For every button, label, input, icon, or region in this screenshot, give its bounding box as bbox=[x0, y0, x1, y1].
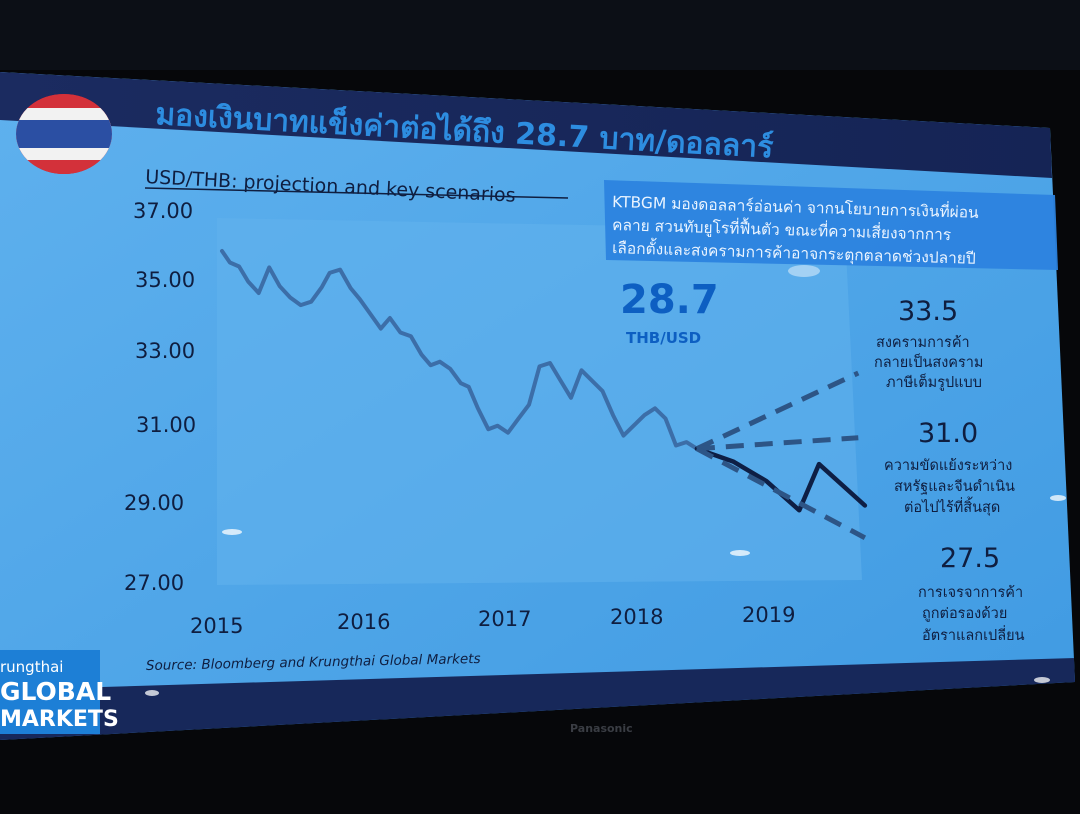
scenario-desc: การเจรจาการค้า bbox=[918, 584, 1023, 601]
logo-line: rungthai bbox=[0, 658, 63, 676]
subtitle-underline bbox=[144, 187, 569, 199]
source-note: Source: Bloomberg and Krungthai Global M… bbox=[146, 651, 481, 674]
x-axis-tick-labels: 2015 2016 2017 2018 2019 bbox=[190, 603, 795, 638]
y-tick-label: 37.00 bbox=[133, 199, 193, 223]
scenario-low-label: 27.5 การเจรจาการค้า ถูกต่อรองด้วย อัตราแ… bbox=[918, 543, 1025, 644]
y-tick-label: 33.00 bbox=[135, 339, 195, 363]
scenario-value: 27.5 bbox=[940, 543, 1000, 574]
scenario-desc: ต่อไปไร้ที่สิ้นสุด bbox=[904, 496, 1000, 516]
x-tick-label: 2016 bbox=[337, 610, 390, 634]
scenario-mid-label: 31.0 ความขัดแย้งระหว่าง สหรัฐและจีนดำเนิ… bbox=[884, 418, 1015, 516]
y-axis-tick-labels: 37.00 35.00 33.00 31.00 29.00 27.00 bbox=[124, 199, 196, 595]
scenario-value: 31.0 bbox=[918, 418, 978, 449]
y-tick-label: 31.00 bbox=[136, 413, 196, 437]
scenario-desc: ภาษีเต็มรูปแบบ bbox=[886, 372, 982, 391]
chart-series bbox=[220, 249, 868, 541]
y-tick-label: 35.00 bbox=[135, 268, 195, 292]
slide bbox=[0, 72, 1075, 740]
callout-box: KTBGM มองดอลลาร์อ่อนค่า จากนโยบายการเงิน… bbox=[604, 180, 1058, 270]
series-scenario-low bbox=[695, 446, 867, 541]
ceiling bbox=[0, 0, 1080, 70]
krungthai-global-markets-logo: rungthai GLOBAL MARKETS bbox=[0, 650, 119, 734]
thai-flag-icon bbox=[16, 94, 112, 174]
logo-line: MARKETS bbox=[0, 707, 119, 732]
headline-value: 28.7 bbox=[620, 277, 719, 323]
headline-unit: THB/USD bbox=[626, 329, 701, 347]
title-bar bbox=[0, 72, 1052, 178]
series-historical bbox=[220, 249, 699, 451]
scenario-desc: อัตราแลกเปลี่ยน bbox=[922, 625, 1025, 644]
scenario-desc: สงครามการค้า bbox=[876, 334, 970, 351]
bezel-brand: Panasonic bbox=[570, 722, 633, 735]
logo-line: GLOBAL bbox=[0, 677, 111, 706]
scenario-desc: กลายเป็นสงคราม bbox=[874, 352, 984, 371]
scenario-desc: ถูกต่อรองด้วย bbox=[922, 605, 1007, 622]
light-reflections bbox=[145, 265, 1066, 696]
bottom-bar bbox=[0, 658, 1075, 740]
y-tick-label: 29.00 bbox=[124, 491, 184, 515]
x-tick-label: 2017 bbox=[478, 607, 531, 631]
series-scenario-high bbox=[695, 370, 860, 451]
scenario-high-label: 33.5 สงครามการค้า กลายเป็นสงคราม ภาษีเต็… bbox=[874, 296, 984, 391]
scenario-desc: ความขัดแย้งระหว่าง bbox=[884, 457, 1012, 474]
y-tick-label: 27.00 bbox=[124, 571, 184, 595]
x-tick-label: 2015 bbox=[190, 614, 243, 638]
x-tick-label: 2019 bbox=[742, 603, 795, 627]
scenario-desc: สหรัฐและจีนดำเนิน bbox=[894, 478, 1015, 495]
chart-panel bbox=[217, 218, 862, 585]
x-tick-label: 2018 bbox=[610, 605, 663, 629]
scenario-value: 33.5 bbox=[898, 296, 958, 327]
